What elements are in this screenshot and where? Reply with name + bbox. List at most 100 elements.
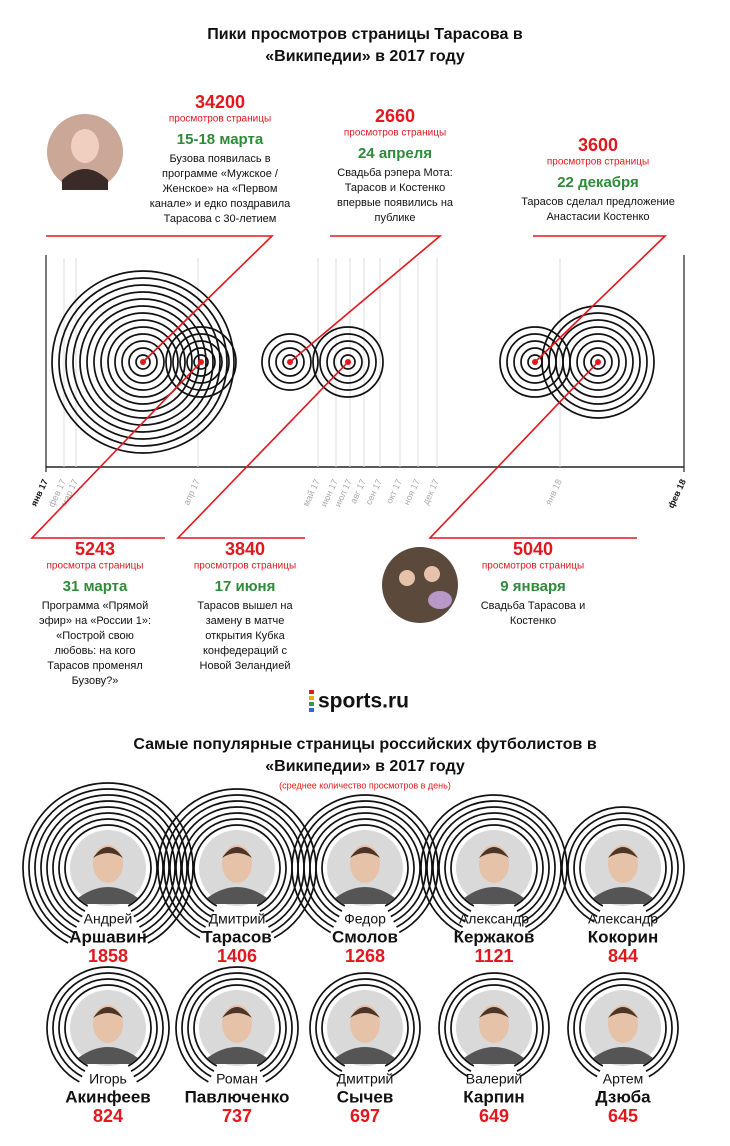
- event-date: 15-18 марта: [177, 131, 264, 148]
- popularity-ring: [28, 788, 188, 939]
- event-description: Бузова появилась в: [169, 153, 270, 165]
- view-rings: [128, 347, 158, 377]
- view-rings: [282, 354, 298, 370]
- player-shirt: [207, 1047, 267, 1064]
- logo-dot: [309, 702, 314, 706]
- player-last-name: Смолов: [332, 927, 398, 946]
- player-face: [222, 845, 252, 883]
- player-face: [222, 1005, 252, 1043]
- popularity-ring: [193, 984, 281, 1067]
- player-last-name: Дзюба: [595, 1087, 651, 1106]
- popularity-ring: [169, 800, 305, 928]
- popularity-ring: [426, 800, 562, 928]
- photo-wedding: [382, 547, 458, 623]
- player-shirt: [464, 1047, 524, 1064]
- event-description: Тарасов сделал предложение: [521, 196, 675, 208]
- popularity-ring: [175, 966, 299, 1083]
- player-views: 697: [350, 1106, 380, 1126]
- view-rings: [107, 326, 179, 398]
- popularity-ring: [315, 818, 415, 913]
- view-rings: [548, 312, 648, 412]
- event-description: замену в матче: [206, 615, 285, 627]
- view-rings: [319, 333, 377, 391]
- view-rings: [326, 340, 370, 384]
- player-shirt: [78, 887, 138, 904]
- event-description: Тарасов и Костенко: [345, 182, 446, 194]
- popularity-ring: [303, 806, 427, 923]
- title: «Википедии» в 2017 году: [265, 48, 465, 65]
- event-description: эфир» на «России 1»:: [39, 615, 151, 627]
- event-description: Бузову?»: [72, 675, 119, 687]
- view-rings: [569, 333, 627, 391]
- event-unit: просмотров страницы: [169, 114, 271, 125]
- event-description: Тарасов вышел на: [197, 600, 293, 612]
- player-last-name: Карпин: [463, 1087, 524, 1106]
- section-title: Самые популярные страницы российских фут…: [133, 736, 597, 753]
- popularity-ring: [438, 972, 550, 1078]
- player-face: [93, 845, 123, 883]
- popularity-ring: [52, 972, 164, 1078]
- popularity-ring: [567, 972, 679, 1078]
- logo: sports.ru: [309, 690, 409, 713]
- pointer-line: [289, 235, 443, 363]
- pointer-line: [30, 361, 202, 539]
- logo-text: sports.ru: [318, 690, 409, 713]
- view-rings: [93, 312, 193, 412]
- view-rings: [121, 340, 165, 384]
- view-rings: [179, 340, 223, 384]
- view-rings: [333, 347, 363, 377]
- view-rings: [58, 277, 228, 447]
- popularity-ring: [175, 806, 299, 923]
- player-face: [608, 1005, 638, 1043]
- section-subtitle: (среднее количество просмотров в день): [279, 780, 451, 790]
- player-last-name: Тарасов: [202, 927, 272, 946]
- player-hair: [93, 1007, 123, 1018]
- view-rings: [172, 333, 230, 391]
- event-description: Тарасов променял: [47, 660, 143, 672]
- player-first-name: Игорь: [89, 1071, 127, 1087]
- event-date: 17 июня: [215, 578, 276, 595]
- popularity-ring: [432, 806, 556, 923]
- view-rings: [583, 347, 613, 377]
- event-description: Программа «Прямой: [42, 600, 149, 612]
- event-unit: просмотра страницы: [47, 561, 144, 572]
- event-description: «Построй свою: [56, 630, 134, 642]
- player-shirt: [335, 1047, 395, 1064]
- player-views: 1858: [88, 946, 128, 966]
- player-views: 1268: [345, 946, 385, 966]
- view-rings: [562, 326, 634, 398]
- event-description: Костенко: [510, 615, 556, 627]
- view-rings: [79, 298, 207, 426]
- event-date: 24 апреля: [358, 145, 432, 162]
- player-views: 824: [93, 1106, 123, 1126]
- player-face: [350, 845, 380, 883]
- event-description: канале» и едко поздравила: [150, 198, 291, 210]
- event-unit: просмотров страницы: [344, 128, 446, 139]
- player-hair: [350, 847, 380, 858]
- player-last-name: Кержаков: [454, 927, 535, 946]
- event-views: 5243: [75, 539, 115, 559]
- player-shirt: [335, 887, 395, 904]
- popularity-ring: [58, 978, 158, 1073]
- event-date: 9 января: [500, 578, 565, 595]
- player-first-name: Артем: [603, 1071, 643, 1087]
- popularity-ring: [46, 806, 170, 923]
- player-first-name: Роман: [216, 1071, 258, 1087]
- player-hair: [222, 847, 252, 858]
- title: Пики просмотров страницы Тарасова в: [207, 26, 523, 43]
- view-rings: [340, 354, 356, 370]
- view-rings: [186, 347, 216, 377]
- logo-dot: [309, 708, 314, 712]
- player-views: 1406: [217, 946, 257, 966]
- player-first-name: Федор: [344, 911, 386, 927]
- popularity-ring: [22, 782, 194, 944]
- photo-buzova: [47, 114, 123, 190]
- player-first-name: Андрей: [84, 911, 133, 927]
- popularity-ring: [193, 824, 281, 907]
- player-last-name: Сычев: [337, 1087, 394, 1106]
- event-description: публике: [374, 212, 415, 224]
- player-first-name: Александр: [459, 911, 529, 927]
- event-description: Женское» на «Первом: [163, 183, 278, 195]
- popularity-ring: [579, 824, 667, 907]
